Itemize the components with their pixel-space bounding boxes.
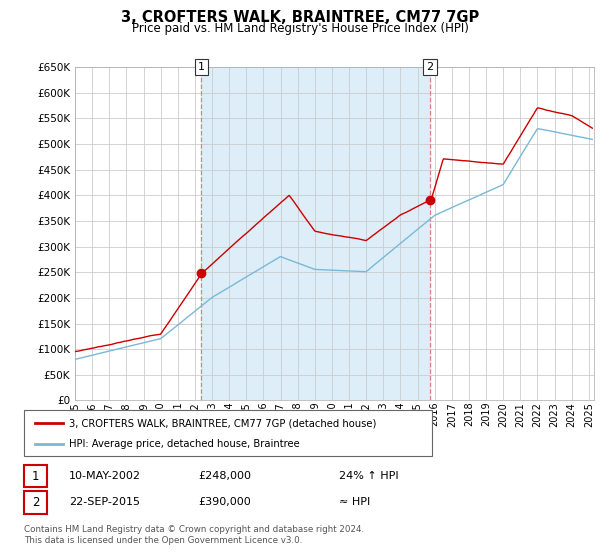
Text: £390,000: £390,000 (198, 497, 251, 507)
Text: 3, CROFTERS WALK, BRAINTREE, CM77 7GP: 3, CROFTERS WALK, BRAINTREE, CM77 7GP (121, 10, 479, 25)
Text: Contains HM Land Registry data © Crown copyright and database right 2024.
This d: Contains HM Land Registry data © Crown c… (24, 525, 364, 545)
Text: £248,000: £248,000 (198, 471, 251, 481)
Text: HPI: Average price, detached house, Braintree: HPI: Average price, detached house, Brai… (69, 438, 300, 449)
Text: ≈ HPI: ≈ HPI (339, 497, 370, 507)
Text: 2: 2 (427, 62, 434, 72)
Text: 3, CROFTERS WALK, BRAINTREE, CM77 7GP (detached house): 3, CROFTERS WALK, BRAINTREE, CM77 7GP (d… (69, 418, 376, 428)
Text: 1: 1 (32, 469, 39, 483)
Text: 22-SEP-2015: 22-SEP-2015 (69, 497, 140, 507)
Text: 24% ↑ HPI: 24% ↑ HPI (339, 471, 398, 481)
Text: 10-MAY-2002: 10-MAY-2002 (69, 471, 141, 481)
Bar (201, 67, 430, 400)
Text: 2: 2 (32, 496, 39, 509)
Text: Price paid vs. HM Land Registry's House Price Index (HPI): Price paid vs. HM Land Registry's House … (131, 22, 469, 35)
Text: 1: 1 (198, 62, 205, 72)
